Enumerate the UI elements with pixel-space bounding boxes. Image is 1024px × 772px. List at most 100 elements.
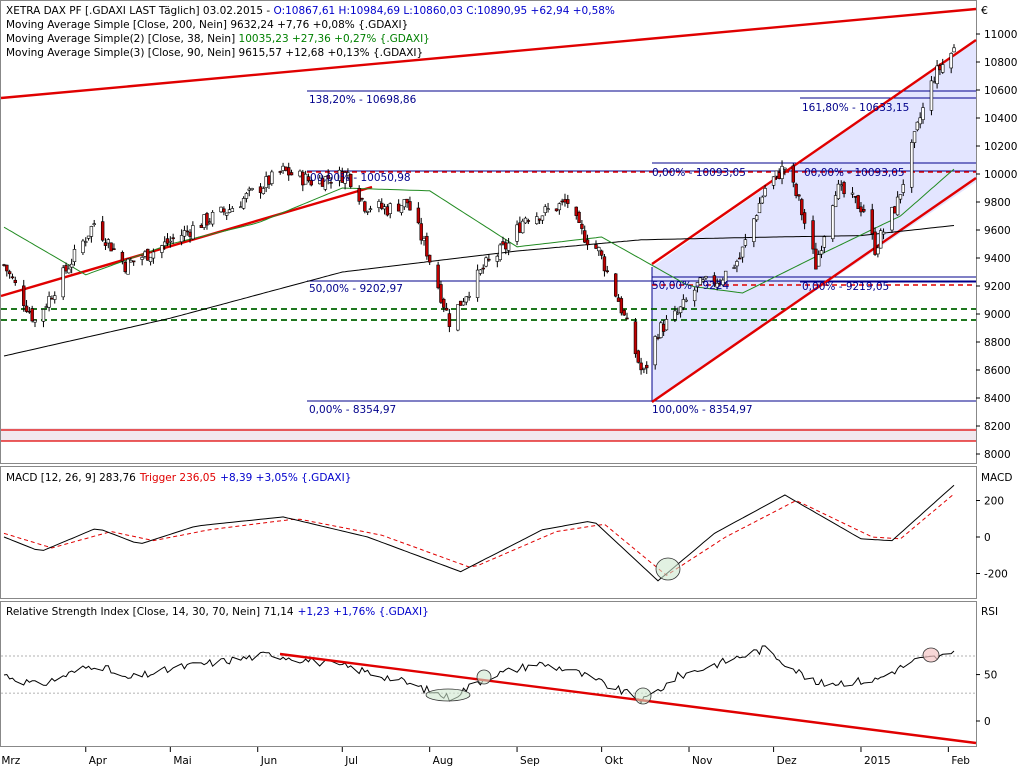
ma200-line	[3, 225, 955, 357]
macd-panel-frame	[0, 466, 977, 599]
price-y-tick-label: 10400	[984, 113, 1017, 125]
candle-body	[261, 188, 266, 194]
candle-body	[599, 250, 604, 256]
candle-body	[757, 203, 762, 214]
candle-body	[760, 196, 765, 204]
candle-body	[357, 188, 361, 202]
rsi-circle-aug	[476, 669, 492, 685]
candle-body	[303, 173, 308, 185]
candle-body	[712, 275, 717, 285]
rsi-circle-feb	[922, 647, 940, 663]
price-y-tick-label: 9000	[984, 309, 1011, 321]
candle-body	[7, 271, 12, 275]
candle-body	[563, 199, 567, 203]
price-y-tick-label: 9200	[984, 281, 1011, 293]
candle-body	[619, 298, 624, 314]
candle-body	[419, 223, 423, 241]
candle-body	[44, 306, 48, 308]
candle-body	[188, 231, 192, 237]
candle-body	[850, 192, 855, 195]
candle-body	[912, 131, 917, 143]
candle-body	[264, 176, 268, 188]
candle-body	[396, 203, 401, 212]
candle-body	[537, 218, 542, 221]
candle-body	[89, 226, 94, 237]
candle-body	[901, 184, 905, 193]
rsi-line	[3, 645, 955, 704]
candle-body	[210, 212, 215, 225]
candle-body	[250, 188, 254, 190]
candle-body	[879, 230, 883, 249]
candle-body	[833, 195, 838, 208]
candle-body	[140, 257, 144, 260]
candle-body	[425, 235, 429, 257]
candle-body	[577, 211, 581, 223]
candle-body	[763, 188, 767, 197]
legend-line-ma38[interactable]: Moving Average Simple(2) [Close, 38, Nei…	[6, 33, 430, 45]
rsi-legend[interactable]: Relative Strength Index [Close, 14, 30, …	[6, 606, 429, 618]
candle-body	[168, 240, 173, 243]
candle-body	[202, 214, 206, 228]
candle-body	[723, 270, 728, 283]
candle-body	[580, 223, 584, 229]
candle-body	[278, 171, 282, 173]
candle-body	[84, 241, 88, 243]
macd-legend-change: +8,39 +3,05% {.GDAXI}	[220, 472, 351, 484]
candle-body	[546, 208, 550, 210]
candle-body	[247, 188, 251, 191]
macd-legend[interactable]: MACD [12, 26, 9] 283,76 Trigger 236,05 +8,…	[6, 472, 351, 484]
legend-line-ma200[interactable]: Moving Average Simple [Close, 200, Nein]…	[6, 19, 408, 31]
candle-body	[2, 264, 6, 266]
candle-body	[160, 245, 164, 253]
legend-line-price[interactable]: XETRA DAX PF [.GDAXI LAST Täglich] 03.02…	[6, 5, 615, 17]
candle-body	[439, 284, 443, 303]
candle-body	[853, 196, 858, 198]
fib3-label-161: 161,80% - 10633,15	[802, 102, 909, 114]
candle-body	[129, 259, 133, 263]
candle-body	[585, 239, 590, 246]
candle-body	[777, 172, 781, 179]
price-drawings	[0, 7, 977, 442]
candle-body	[504, 242, 508, 250]
candle-body	[185, 230, 189, 233]
candle-body	[800, 199, 804, 216]
candle-body	[436, 264, 440, 289]
candle-body	[284, 166, 288, 171]
candle-body	[819, 250, 824, 255]
macd-y-tick-label: 0	[984, 532, 991, 544]
x-tick-label: Jun	[260, 755, 277, 767]
candle-body	[86, 235, 91, 239]
candle-body	[816, 254, 821, 267]
candle-body	[642, 367, 646, 370]
candle-body	[92, 223, 96, 225]
candle-body	[408, 201, 412, 211]
candle-body	[219, 206, 223, 213]
price-y-tick-label: 9600	[984, 225, 1011, 237]
candle-body	[918, 117, 922, 125]
candle-body	[932, 81, 936, 83]
candle-body	[938, 65, 942, 71]
candle-body	[653, 336, 657, 366]
price-y-tick-label: 8200	[984, 421, 1011, 433]
fib3-label-0: 0,00% - 9219,05	[802, 281, 889, 293]
price-axis-ticks: 8000 8200 8400 8600 8800 9000 9200 9400 9600 9800…	[976, 29, 1017, 461]
fib2-label-50: 50,00% - 9224	[652, 280, 730, 292]
candle-body	[343, 172, 347, 184]
candle-body	[506, 242, 511, 251]
candle-body	[162, 241, 167, 246]
candle-body	[416, 207, 421, 224]
candle-body	[50, 297, 54, 300]
candle-body	[388, 203, 392, 214]
candle-body	[405, 198, 409, 204]
candle-body	[740, 246, 745, 258]
candle-body	[664, 319, 669, 331]
price-y-tick-label: 11000	[984, 29, 1017, 41]
legend-line-ma90[interactable]: Moving Average Simple(3) [Close, 90, Nei…	[6, 47, 423, 59]
candle-body	[597, 247, 601, 252]
macd-y-tick-label: -200	[984, 569, 1008, 581]
candle-body	[360, 197, 364, 200]
price-y-tick-label: 10800	[984, 57, 1017, 69]
candle-body	[363, 201, 367, 212]
macd-lines	[3, 484, 955, 582]
